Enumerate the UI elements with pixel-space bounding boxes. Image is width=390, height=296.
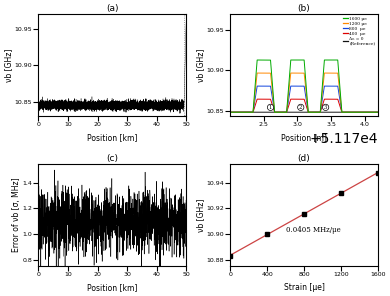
Title: (c): (c) — [106, 154, 119, 163]
Text: 1: 1 — [269, 105, 272, 110]
X-axis label: Position [km]: Position [km] — [87, 133, 138, 142]
Title: (a): (a) — [106, 4, 119, 13]
Text: 0.0405 MHz/μe: 0.0405 MHz/μe — [285, 226, 340, 234]
Title: (d): (d) — [298, 154, 310, 163]
X-axis label: Strain [μe]: Strain [μe] — [284, 283, 324, 292]
Text: 2: 2 — [299, 105, 303, 110]
Y-axis label: νb [GHz]: νb [GHz] — [196, 48, 205, 82]
Y-axis label: νb [GHz]: νb [GHz] — [4, 48, 13, 82]
Legend: 1600 μe, 1200 μe, 800  μe, 400  μe, Δε = 0
(Reference): 1600 μe, 1200 μe, 800 μe, 400 μe, Δε = 0… — [343, 16, 376, 46]
Title: (b): (b) — [298, 4, 310, 13]
Y-axis label: νb [GHz]: νb [GHz] — [196, 198, 205, 231]
Y-axis label: Error of νb [σ, MHz]: Error of νb [σ, MHz] — [12, 178, 21, 252]
X-axis label: Position [m]: Position [m] — [281, 133, 327, 142]
X-axis label: Position [km]: Position [km] — [87, 283, 138, 292]
Text: 3: 3 — [324, 105, 327, 110]
Bar — [184, 15, 187, 115]
